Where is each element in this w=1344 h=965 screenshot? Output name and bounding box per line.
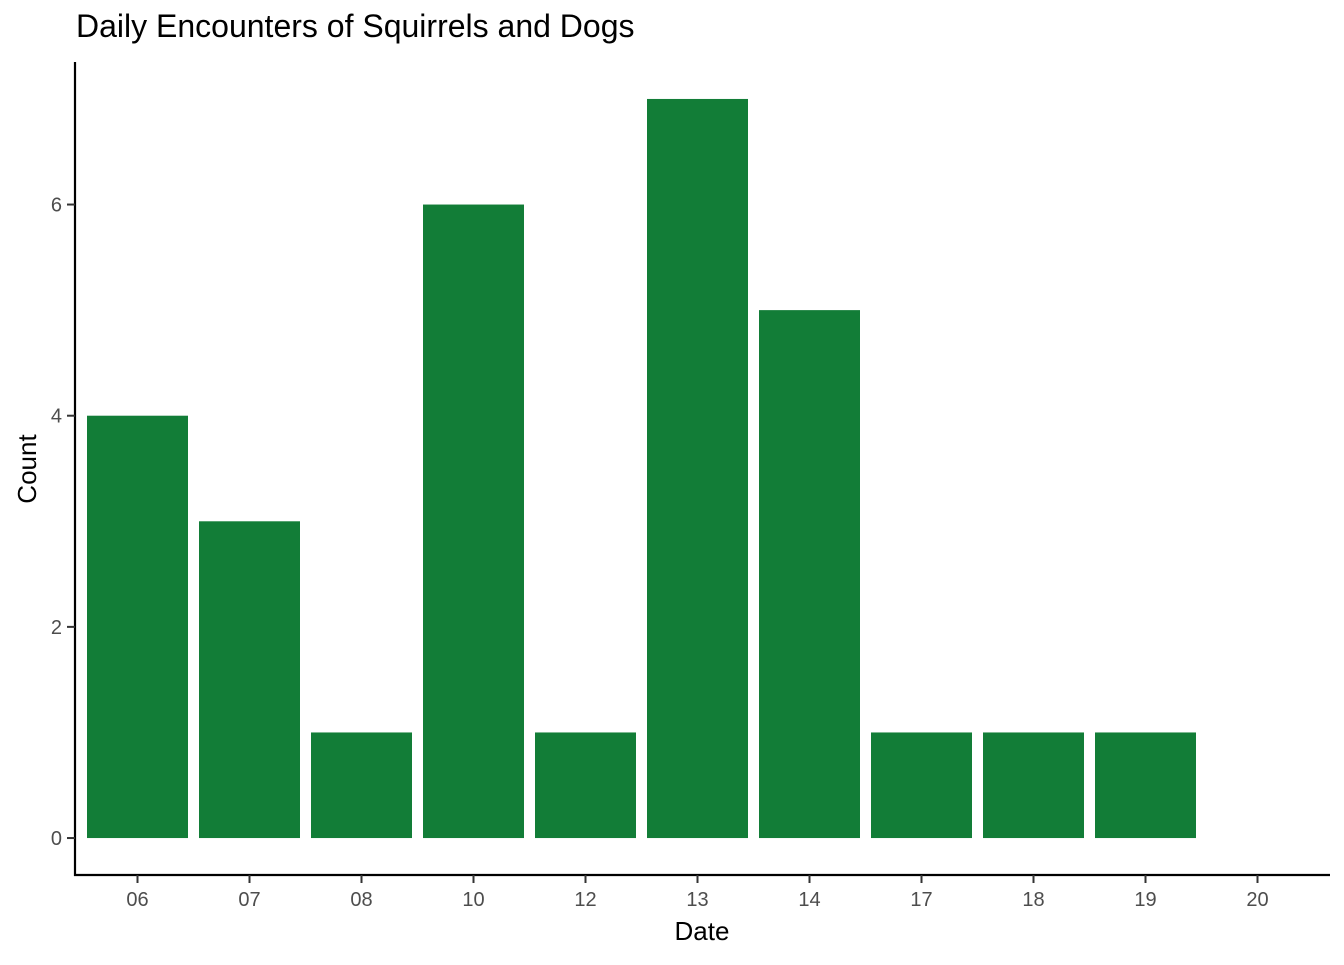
x-tick-label-13: 13 [686,889,708,911]
x-ticks: 06 07 08 10 12 13 14 17 18 19 20 [126,875,1269,911]
bar-13 [647,98,748,839]
y-axis-title: Count [12,434,42,504]
bar-06 [87,415,188,839]
bar-14 [759,310,860,839]
y-tick-label-2: 2 [51,617,62,639]
x-tick-label-08: 08 [350,889,372,911]
x-axis-title: Date [675,916,730,946]
axes [73,62,1330,877]
x-tick-label-12: 12 [574,889,596,911]
x-tick-label-14: 14 [798,889,820,911]
y-ticks: 0 2 4 6 [51,195,75,850]
bar-10 [423,204,524,839]
y-tick-label-0: 0 [51,828,62,850]
chart-title: Daily Encounters of Squirrels and Dogs [76,8,635,44]
x-tick-label-19: 19 [1134,889,1156,911]
bar-12 [535,732,636,839]
bar-07 [199,521,300,839]
x-tick-label-06: 06 [126,889,148,911]
bars [87,98,1196,839]
x-tick-label-18: 18 [1022,889,1044,911]
x-tick-label-20: 20 [1246,889,1268,911]
y-tick-label-6: 6 [51,195,62,217]
bar-08 [311,732,412,839]
bar-19 [1095,732,1196,839]
x-tick-label-10: 10 [462,889,484,911]
bar-17 [871,732,972,839]
x-tick-label-07: 07 [238,889,260,911]
x-tick-label-17: 17 [910,889,932,911]
y-tick-label-4: 4 [51,406,62,428]
bar-18 [983,732,1084,839]
